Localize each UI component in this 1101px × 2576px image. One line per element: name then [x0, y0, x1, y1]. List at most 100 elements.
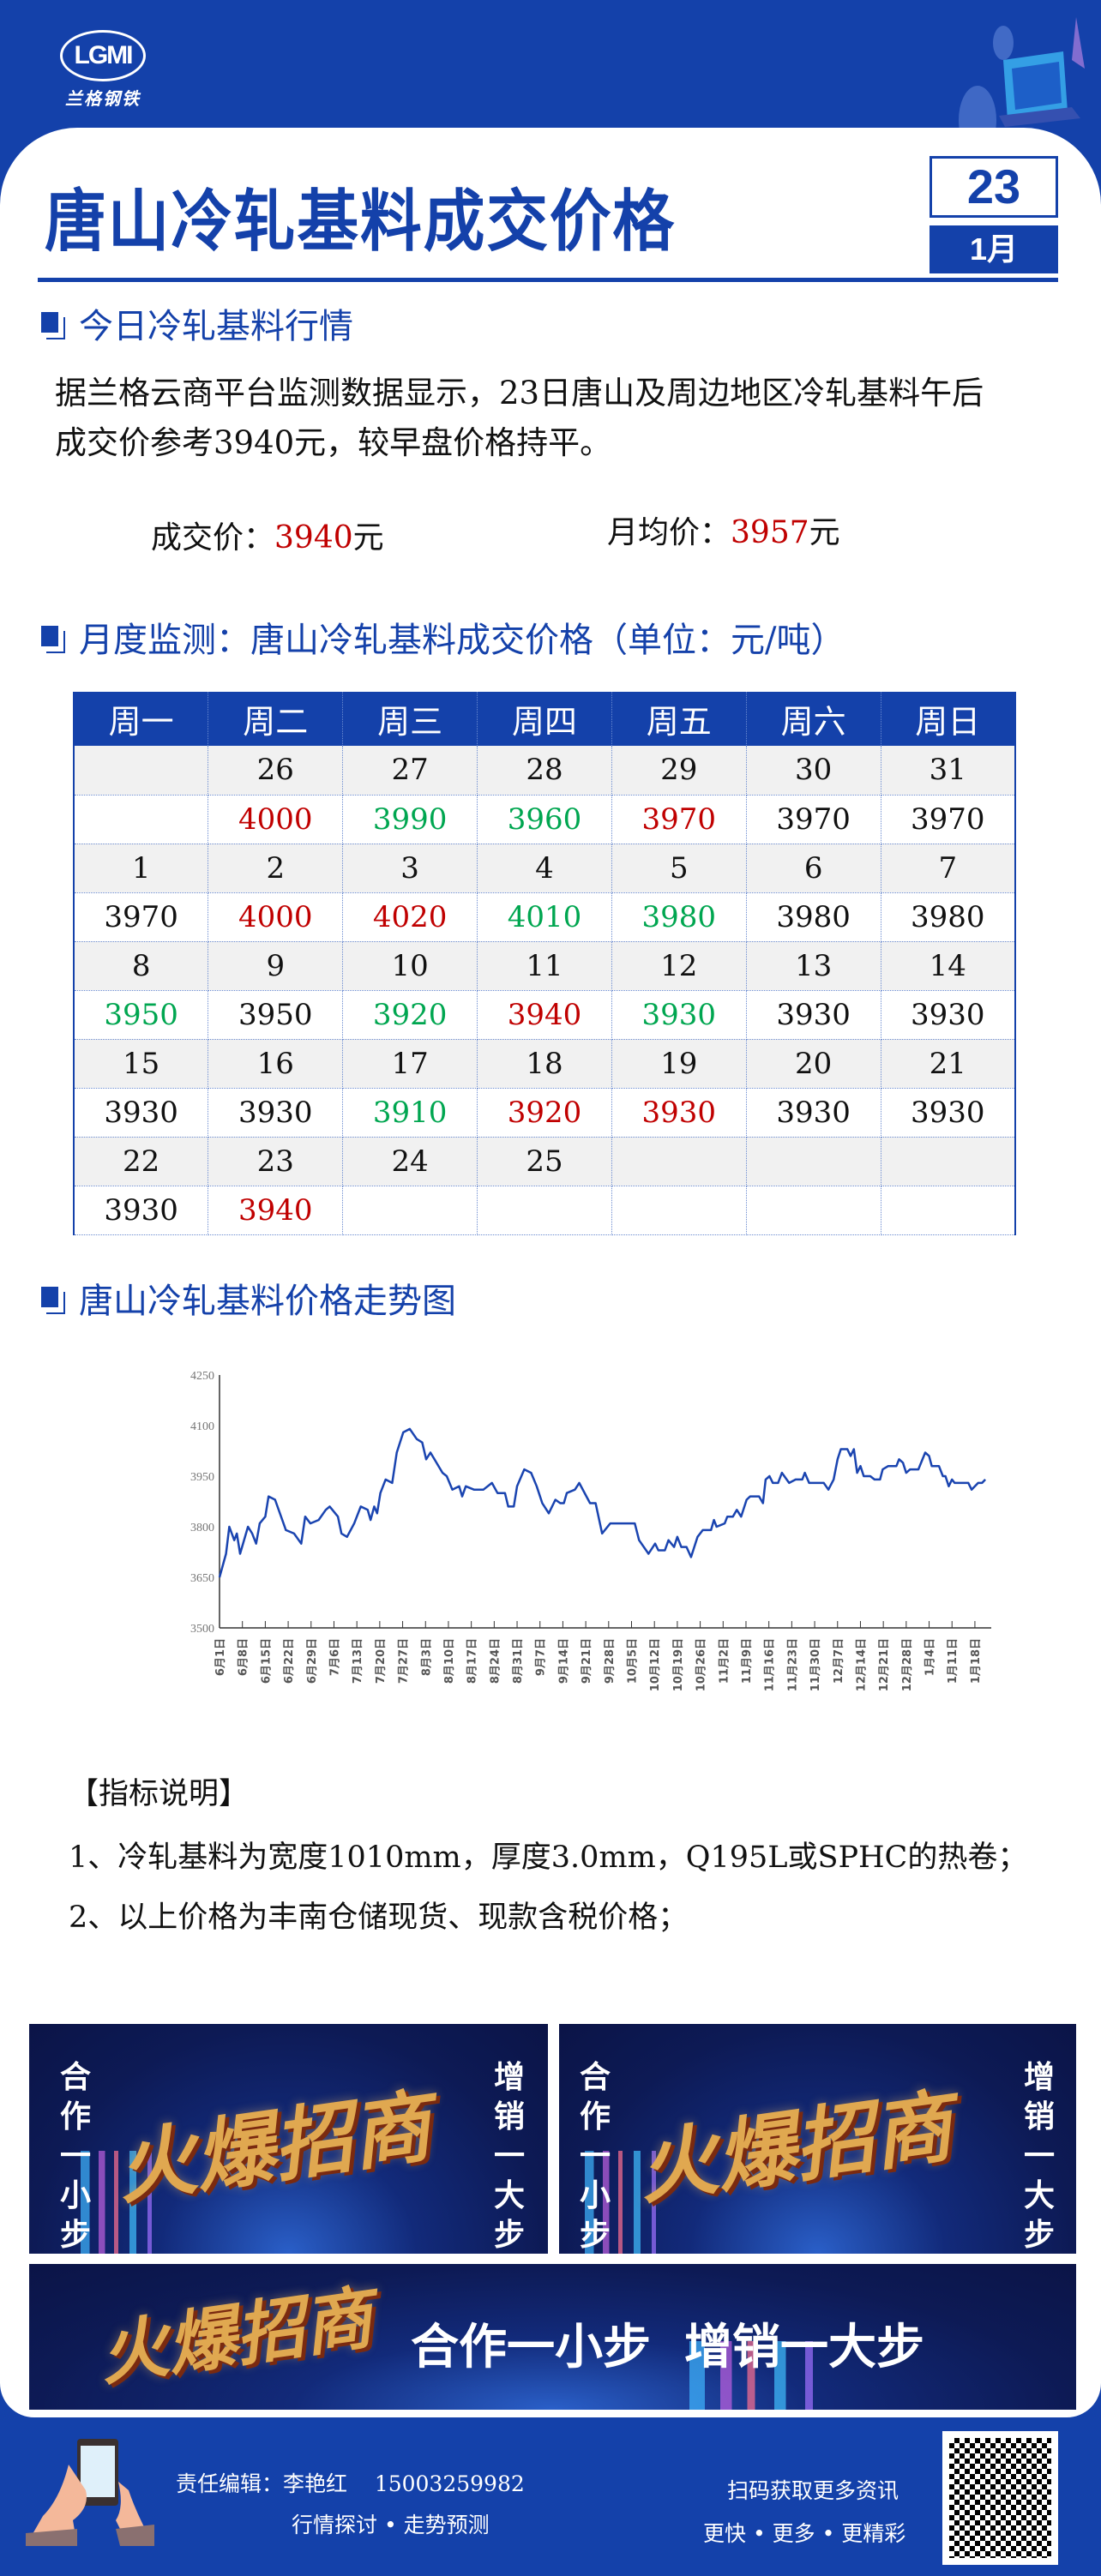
- avg-price-value: 3957: [731, 515, 809, 550]
- x-tick-label: 1月18日: [970, 1638, 983, 1684]
- ad-slogan-right: 增销一大步: [1023, 2060, 1055, 2253]
- weekday-header: 周五: [611, 692, 747, 746]
- notes-heading: 【指标说明】: [69, 1777, 250, 1811]
- weekday-header: 周六: [746, 692, 881, 746]
- calendar-date: [611, 1137, 747, 1186]
- calendar-price: 3980: [746, 892, 881, 942]
- calendar-price: 3930: [208, 1088, 344, 1138]
- section-square-icon: [41, 1287, 65, 1314]
- ad-slogan-left: 合作一小步: [59, 2060, 91, 2253]
- deal-price-value: 3940: [274, 520, 353, 555]
- editor-phone[interactable]: 15003259982: [374, 2471, 525, 2496]
- calendar-date: 8: [74, 941, 209, 991]
- calendar-date: 5: [611, 844, 747, 893]
- section-heading-today: 今日冷轧基料行情: [41, 298, 353, 348]
- x-tick-label: 6月8日: [238, 1638, 250, 1676]
- x-tick-label: 7月20日: [375, 1638, 388, 1684]
- y-tick-label: 3500: [190, 1623, 214, 1636]
- calendar-price: 3960: [477, 795, 612, 844]
- calendar-price: 3920: [477, 1088, 612, 1138]
- avg-price-label: 月均价：: [607, 515, 731, 550]
- calendar-price: [477, 1186, 612, 1235]
- x-tick-label: 6月29日: [306, 1638, 319, 1684]
- footer-editor: 责任编辑：李艳红 15003259982: [176, 2467, 525, 2498]
- calendar-date: 19: [611, 1039, 747, 1089]
- deal-price-unit: 元: [352, 520, 384, 555]
- price-row: 3950 3950 3920 3940 3930 3930 3930: [74, 990, 1016, 1040]
- x-tick-label: 8月31日: [512, 1638, 525, 1684]
- deal-price-label: 成交价：: [151, 520, 275, 555]
- calendar-price: 3930: [746, 990, 881, 1040]
- calendar-price: 3940: [477, 990, 612, 1040]
- x-tick-label: 6月15日: [260, 1638, 273, 1684]
- x-tick-label: 12月14日: [855, 1638, 868, 1691]
- calendar-date: 3: [342, 844, 478, 893]
- qr-caption: 扫码获取更多资讯: [727, 2478, 899, 2503]
- calendar-price: 3980: [611, 892, 747, 942]
- y-tick-label: 4100: [190, 1420, 214, 1433]
- calendar-price: [881, 1186, 1016, 1235]
- x-tick-label: 11月9日: [741, 1638, 754, 1684]
- price-row: 3930 3930 3910 3920 3930 3930 3930: [74, 1088, 1016, 1138]
- x-tick-label: 8月10日: [443, 1638, 456, 1684]
- calendar-price: 3990: [342, 795, 478, 844]
- x-tick-label: 11月16日: [764, 1638, 777, 1691]
- calendar-price: 3980: [881, 892, 1016, 942]
- calendar-price: 3910: [342, 1088, 478, 1138]
- calendar-price: 3930: [746, 1088, 881, 1138]
- summary-line-2: 成交价参考3940元，较早盘价格持平。: [55, 424, 612, 461]
- calendar-price: 3970: [74, 892, 209, 942]
- summary-line-1: 据兰格云商平台监测数据显示，23日唐山及周边地区冷轧基料午后: [55, 375, 984, 411]
- deal-price: 成交价：3940元: [151, 513, 384, 557]
- calendar-price: 3930: [611, 1088, 747, 1138]
- calendar-price: [74, 795, 209, 844]
- calendar-price: [611, 1186, 747, 1235]
- x-tick-label: 9月28日: [604, 1638, 617, 1684]
- price-trend-chart: 3500 3650 3800 3950 4100 4250 6月1日 6月8日 6月15日 6月2…: [190, 1370, 991, 1691]
- x-tick-label: 6月22日: [283, 1638, 296, 1684]
- price-row: 3970 4000 4020 4010 3980 3980 3980: [74, 892, 1016, 942]
- calendar-date: 4: [477, 844, 612, 893]
- calendar-date: 20: [746, 1039, 881, 1089]
- calendar-price: 3970: [746, 795, 881, 844]
- calendar-price: 3930: [74, 1186, 209, 1235]
- note-item-2: 2、以上价格为丰南仓储现货、现款含税价格；: [69, 1900, 689, 1935]
- x-tick-label: 9月7日: [535, 1638, 548, 1676]
- calendar-date: 26: [208, 746, 344, 796]
- calendar-date: 15: [74, 1039, 209, 1089]
- x-tick-label: 8月24日: [489, 1638, 502, 1684]
- calendar-date: 31: [881, 746, 1016, 796]
- section-title: 月度监测：唐山冷轧基料成交价格（单位：元/吨）: [79, 621, 845, 660]
- price-line: [218, 1427, 987, 1578]
- x-tick-label: 11月23日: [786, 1638, 799, 1691]
- ad-headline: 火爆招商: [111, 2079, 436, 2216]
- weekday-header: 周三: [342, 692, 478, 746]
- calendar-date: 14: [881, 941, 1016, 991]
- calendar-price: 3940: [208, 1186, 344, 1235]
- calendar-date: 23: [208, 1137, 344, 1186]
- qr-code[interactable]: [942, 2431, 1058, 2565]
- calendar-date: 21: [881, 1039, 1016, 1089]
- x-tick-label: 10月12日: [649, 1638, 662, 1691]
- section-title: 唐山冷轧基料价格走势图: [79, 1282, 456, 1321]
- weekday-header: 周一: [74, 692, 209, 746]
- y-tick-label: 4250: [190, 1370, 214, 1383]
- city-skyline: [585, 2151, 808, 2254]
- ad-banner-right[interactable]: 合作一小步 增销一大步 火爆招商: [559, 2024, 1076, 2254]
- price-row: 3930 3940: [74, 1186, 1016, 1235]
- section-heading-monthly: 月度监测：唐山冷轧基料成交价格（单位：元/吨）: [41, 612, 845, 662]
- ad-banner-wide[interactable]: 火爆招商 合作一小步 增销一大步: [29, 2264, 1076, 2410]
- price-row: 4000 3990 3960 3970 3970 3970: [74, 795, 1016, 844]
- ad-banner-left[interactable]: 合作一小步 增销一大步 火爆招商: [29, 2024, 548, 2254]
- calendar-date: 30: [746, 746, 881, 796]
- x-tick-label: 10月19日: [672, 1638, 685, 1691]
- calendar-price: [746, 1186, 881, 1235]
- calendar-date: 17: [342, 1039, 478, 1089]
- y-tick-label: 3650: [190, 1572, 214, 1585]
- x-tick-label: 7月6日: [328, 1638, 341, 1676]
- calendar-date: 29: [611, 746, 747, 796]
- calendar-price: 3950: [208, 990, 344, 1040]
- y-tick-label: 3950: [190, 1471, 214, 1484]
- x-tick-label: 7月27日: [398, 1638, 411, 1684]
